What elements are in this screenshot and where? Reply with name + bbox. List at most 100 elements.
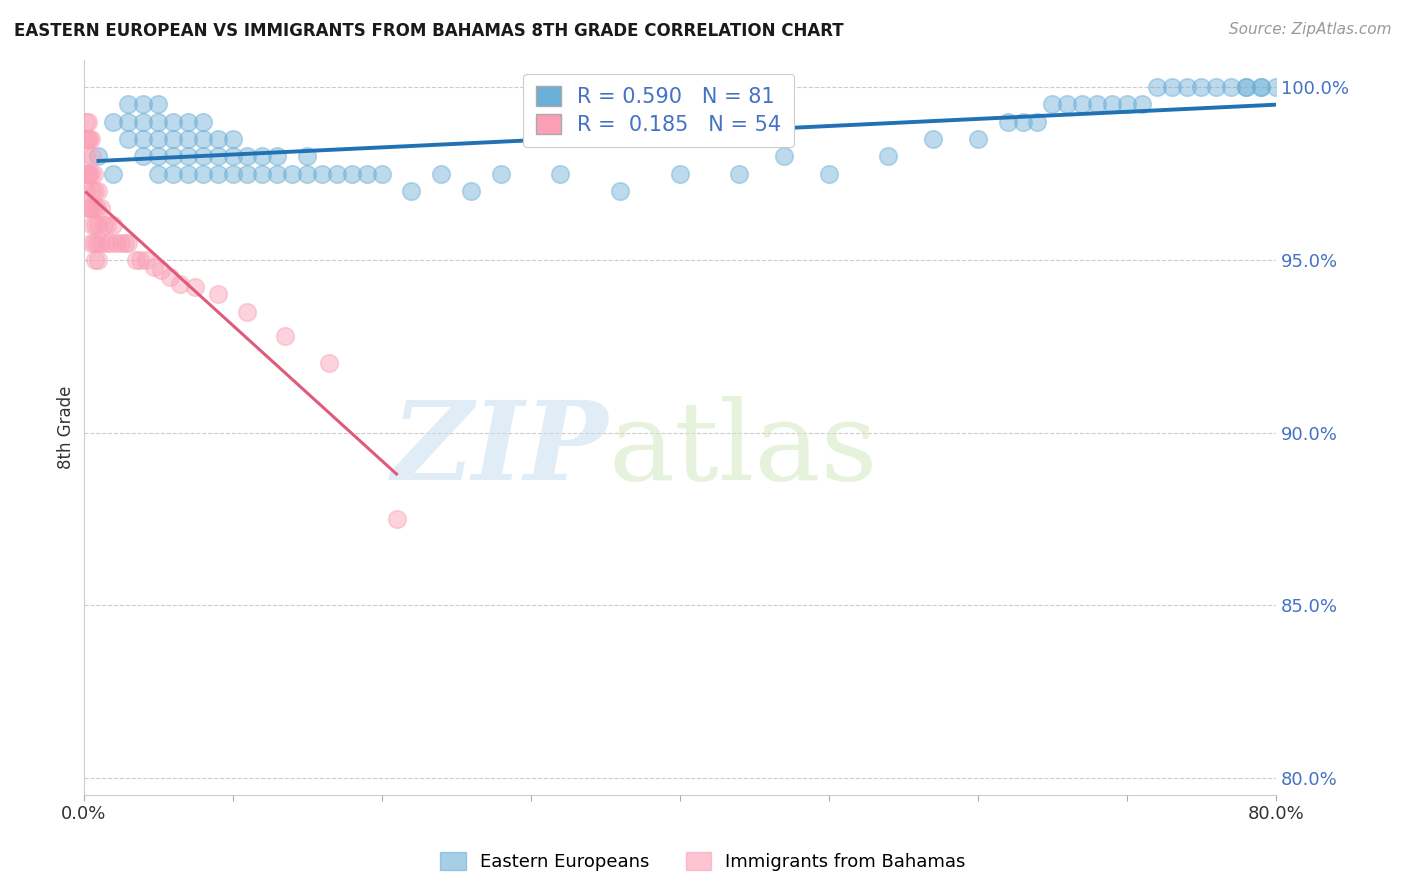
Point	[295, 167, 318, 181]
Point	[76, 114, 98, 128]
Text: Source: ZipAtlas.com: Source: ZipAtlas.com	[1229, 22, 1392, 37]
Point	[77, 167, 100, 181]
Point	[169, 277, 191, 291]
Point	[146, 132, 169, 146]
Point	[90, 201, 112, 215]
Point	[266, 167, 288, 181]
Point	[80, 235, 103, 250]
Point	[1011, 114, 1033, 128]
Point	[76, 184, 98, 198]
Point	[132, 114, 155, 128]
Point	[77, 201, 100, 215]
Point	[132, 97, 155, 112]
Point	[1234, 80, 1257, 95]
Point	[103, 219, 125, 233]
Point	[117, 235, 139, 250]
Point	[1071, 97, 1094, 112]
Point	[146, 114, 169, 128]
Point	[80, 167, 103, 181]
Point	[922, 132, 945, 146]
Point	[83, 167, 105, 181]
Y-axis label: 8th Grade: 8th Grade	[58, 385, 75, 469]
Point	[80, 201, 103, 215]
Point	[87, 252, 110, 267]
Point	[177, 132, 200, 146]
Point	[79, 201, 101, 215]
Point	[370, 167, 392, 181]
Point	[385, 512, 408, 526]
Point	[430, 167, 453, 181]
Point	[80, 132, 103, 146]
Point	[1085, 97, 1108, 112]
Point	[460, 184, 482, 198]
Point	[318, 356, 340, 370]
Point	[184, 280, 207, 294]
Point	[86, 235, 108, 250]
Point	[1250, 80, 1272, 95]
Point	[221, 132, 243, 146]
Point	[1101, 97, 1123, 112]
Point	[236, 149, 259, 163]
Point	[82, 219, 104, 233]
Point	[1130, 97, 1153, 112]
Point	[177, 149, 200, 163]
Point	[207, 167, 229, 181]
Point	[93, 219, 115, 233]
Point	[117, 132, 139, 146]
Point	[997, 114, 1019, 128]
Point	[191, 149, 214, 163]
Point	[207, 132, 229, 146]
Point	[295, 149, 318, 163]
Point	[340, 167, 363, 181]
Point	[82, 149, 104, 163]
Point	[132, 149, 155, 163]
Point	[77, 114, 100, 128]
Point	[356, 167, 378, 181]
Point	[87, 219, 110, 233]
Point	[191, 114, 214, 128]
Point	[117, 97, 139, 112]
Point	[90, 235, 112, 250]
Point	[110, 235, 132, 250]
Point	[84, 252, 107, 267]
Legend: R = 0.590   N = 81, R =  0.185   N = 54: R = 0.590 N = 81, R = 0.185 N = 54	[523, 74, 794, 147]
Point	[82, 184, 104, 198]
Point	[1234, 80, 1257, 95]
Point	[1205, 80, 1227, 95]
Point	[105, 235, 128, 250]
Point	[1146, 80, 1168, 95]
Point	[76, 132, 98, 146]
Point	[221, 167, 243, 181]
Point	[1220, 80, 1243, 95]
Point	[1115, 97, 1137, 112]
Point	[79, 132, 101, 146]
Point	[252, 167, 274, 181]
Point	[1040, 97, 1063, 112]
Point	[1250, 80, 1272, 95]
Point	[1265, 80, 1288, 95]
Point	[84, 219, 107, 233]
Text: ZIP: ZIP	[391, 396, 609, 503]
Point	[236, 304, 259, 318]
Point	[77, 132, 100, 146]
Point	[326, 167, 349, 181]
Point	[177, 167, 200, 181]
Point	[236, 167, 259, 181]
Point	[221, 149, 243, 163]
Point	[87, 184, 110, 198]
Legend: Eastern Europeans, Immigrants from Bahamas: Eastern Europeans, Immigrants from Baham…	[433, 846, 973, 879]
Point	[129, 252, 152, 267]
Text: EASTERN EUROPEAN VS IMMIGRANTS FROM BAHAMAS 8TH GRADE CORRELATION CHART: EASTERN EUROPEAN VS IMMIGRANTS FROM BAHA…	[14, 22, 844, 40]
Point	[86, 201, 108, 215]
Point	[146, 149, 169, 163]
Point	[1191, 80, 1213, 95]
Point	[103, 167, 125, 181]
Point	[79, 167, 101, 181]
Point	[489, 167, 512, 181]
Point	[877, 149, 900, 163]
Point	[162, 167, 184, 181]
Point	[1026, 114, 1049, 128]
Point	[98, 235, 121, 250]
Point	[1160, 80, 1182, 95]
Point	[125, 252, 148, 267]
